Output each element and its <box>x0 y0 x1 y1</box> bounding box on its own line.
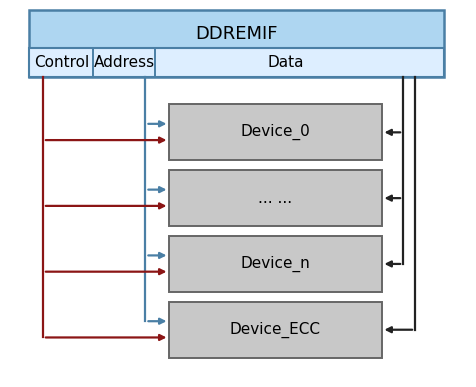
Text: Address: Address <box>93 55 154 70</box>
FancyBboxPatch shape <box>169 104 381 160</box>
Text: Device_0: Device_0 <box>240 124 310 140</box>
Text: Control: Control <box>34 55 89 70</box>
FancyBboxPatch shape <box>169 302 381 358</box>
FancyBboxPatch shape <box>29 10 443 77</box>
FancyBboxPatch shape <box>29 48 443 77</box>
Text: ... ...: ... ... <box>258 191 292 205</box>
Text: DDREMIF: DDREMIF <box>195 25 277 43</box>
Text: Device_ECC: Device_ECC <box>229 322 320 338</box>
FancyBboxPatch shape <box>169 170 381 226</box>
FancyBboxPatch shape <box>169 236 381 292</box>
Text: Data: Data <box>268 55 304 70</box>
Text: Device_n: Device_n <box>240 256 310 272</box>
